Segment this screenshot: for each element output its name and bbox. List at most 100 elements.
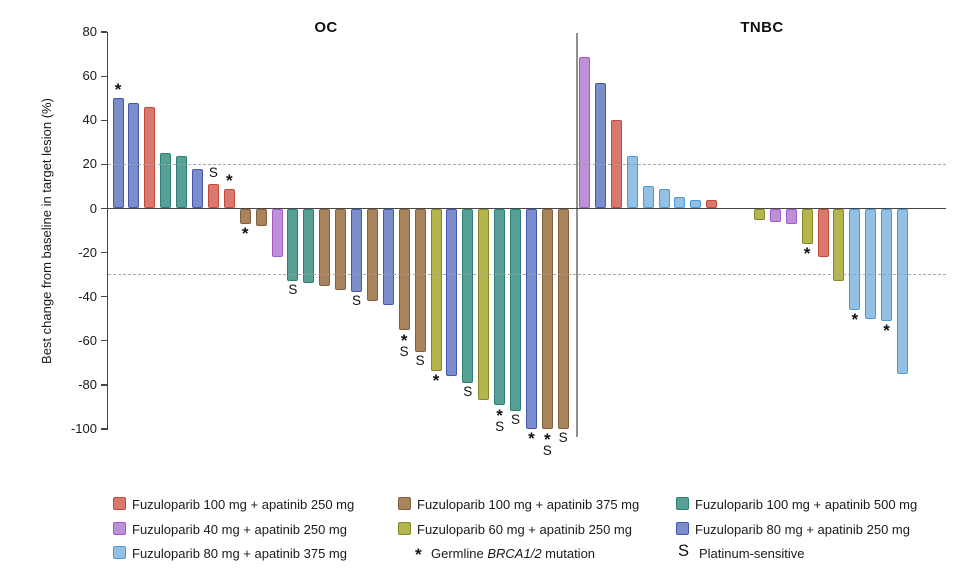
platinum-sensitive-marker: S <box>463 383 473 399</box>
y-axis-tick <box>101 163 107 166</box>
bar <box>849 208 861 310</box>
y-axis-tick-label: 0 <box>89 200 97 216</box>
legend-label: Fuzuloparib 80 mg + apatinib 375 mg <box>132 546 347 561</box>
y-axis-tick-label: -40 <box>78 288 97 304</box>
bar <box>658 188 670 209</box>
brca-mutation-marker: * <box>225 170 233 190</box>
bar <box>112 98 124 209</box>
bar <box>351 208 362 293</box>
platinum-sensitive-marker: S <box>288 282 298 298</box>
platinum-sensitive-marker: S <box>558 429 568 445</box>
bar <box>144 107 156 209</box>
bar <box>462 208 474 383</box>
legend-swatch-g_yellow <box>398 522 411 535</box>
bar <box>287 208 299 282</box>
y-axis-tick <box>101 295 107 298</box>
bar <box>785 208 797 224</box>
y-axis-tick-label: 60 <box>82 68 97 84</box>
bar <box>525 208 537 429</box>
legend-swatch-g_blue <box>676 522 689 535</box>
bar <box>478 208 490 401</box>
bar <box>557 208 569 429</box>
brca-mutation-marker: * <box>114 80 122 100</box>
bar <box>510 208 521 412</box>
y-axis-tick-label: 80 <box>82 24 97 40</box>
bar <box>769 208 781 222</box>
zero-baseline <box>108 207 946 210</box>
bar <box>335 208 347 290</box>
panel-title-oc: OC <box>314 19 338 36</box>
y-axis-line <box>106 32 109 430</box>
legend-brca-symbol: * <box>415 545 422 564</box>
bar <box>594 82 606 209</box>
legend-swatch-g_red <box>113 497 126 510</box>
legend-label: Fuzuloparib 40 mg + apatinib 250 mg <box>132 522 347 537</box>
bar <box>207 184 219 209</box>
legend-label: Fuzuloparib 100 mg + apatinib 375 mg <box>417 497 640 512</box>
bar <box>541 208 553 429</box>
bar <box>160 153 172 209</box>
legend-platinum-label: Platinum-sensitive <box>699 546 805 561</box>
reference-line-minus30 <box>108 273 946 275</box>
legend-label: Fuzuloparib 80 mg + apatinib 250 mg <box>695 522 910 537</box>
bar <box>430 208 442 372</box>
legend-swatch-g_purple <box>113 522 126 535</box>
brca-mutation-marker: * <box>496 405 503 425</box>
bar <box>897 208 908 374</box>
bar <box>753 208 765 220</box>
platinum-sensitive-marker: S <box>399 343 409 359</box>
legend-swatch-g_lightblue <box>113 546 126 559</box>
y-axis-tick <box>101 119 107 122</box>
brca-mutation-marker: * <box>432 371 440 391</box>
brca-gene-italic: BRCA1/2 <box>487 546 542 561</box>
bar <box>128 102 140 209</box>
legend-brca-label: Germline BRCA1/2 mutation <box>431 546 596 561</box>
legend-label: Fuzuloparib 100 mg + apatinib 250 mg <box>132 497 355 512</box>
y-axis-tick <box>101 427 107 430</box>
y-axis-tick <box>101 383 107 386</box>
bar <box>303 208 315 284</box>
bar <box>579 56 590 209</box>
bar <box>271 208 283 257</box>
y-axis-tick-label: 20 <box>82 156 97 172</box>
y-axis-label: Best change from baseline in target lesi… <box>39 98 54 364</box>
platinum-sensitive-marker: S <box>495 418 505 434</box>
bar <box>817 208 829 257</box>
bar <box>192 168 203 209</box>
bar <box>366 208 378 301</box>
brca-mutation-marker: * <box>851 309 859 329</box>
y-axis-tick <box>101 75 107 78</box>
bar <box>494 208 506 405</box>
bar <box>833 208 845 282</box>
legend-swatch-g_teal <box>676 497 689 510</box>
reference-line-plus20 <box>108 163 946 165</box>
brca-mutation-marker: * <box>400 330 408 350</box>
bar <box>382 208 394 306</box>
legend-label: Fuzuloparib 60 mg + apatinib 250 mg <box>417 522 632 537</box>
bar <box>881 208 893 321</box>
brca-mutation-marker: * <box>543 429 551 449</box>
y-axis-tick-label: -20 <box>78 244 97 260</box>
platinum-sensitive-marker: S <box>208 165 218 181</box>
platinum-sensitive-marker: S <box>351 293 362 309</box>
y-axis-tick-label: -60 <box>78 332 97 348</box>
bar <box>642 186 654 209</box>
panel-title-tnbc: TNBC <box>740 19 784 36</box>
bar <box>414 208 426 352</box>
legend-label: Fuzuloparib 100 mg + apatinib 500 mg <box>695 497 918 512</box>
bar <box>239 208 251 224</box>
bar <box>801 208 813 244</box>
legend-swatch-g_brown <box>398 497 411 510</box>
bar <box>446 208 458 376</box>
platinum-sensitive-marker: S <box>415 352 425 368</box>
panel-separator-line <box>576 33 578 437</box>
bar <box>255 208 267 227</box>
y-axis-tick <box>101 251 107 254</box>
bar <box>398 208 410 330</box>
brca-mutation-marker: * <box>803 243 811 263</box>
legend-platinum-symbol: S <box>678 542 690 560</box>
y-axis-tick <box>101 207 107 210</box>
y-axis-tick-label: 40 <box>82 112 97 128</box>
platinum-sensitive-marker: S <box>510 412 521 428</box>
